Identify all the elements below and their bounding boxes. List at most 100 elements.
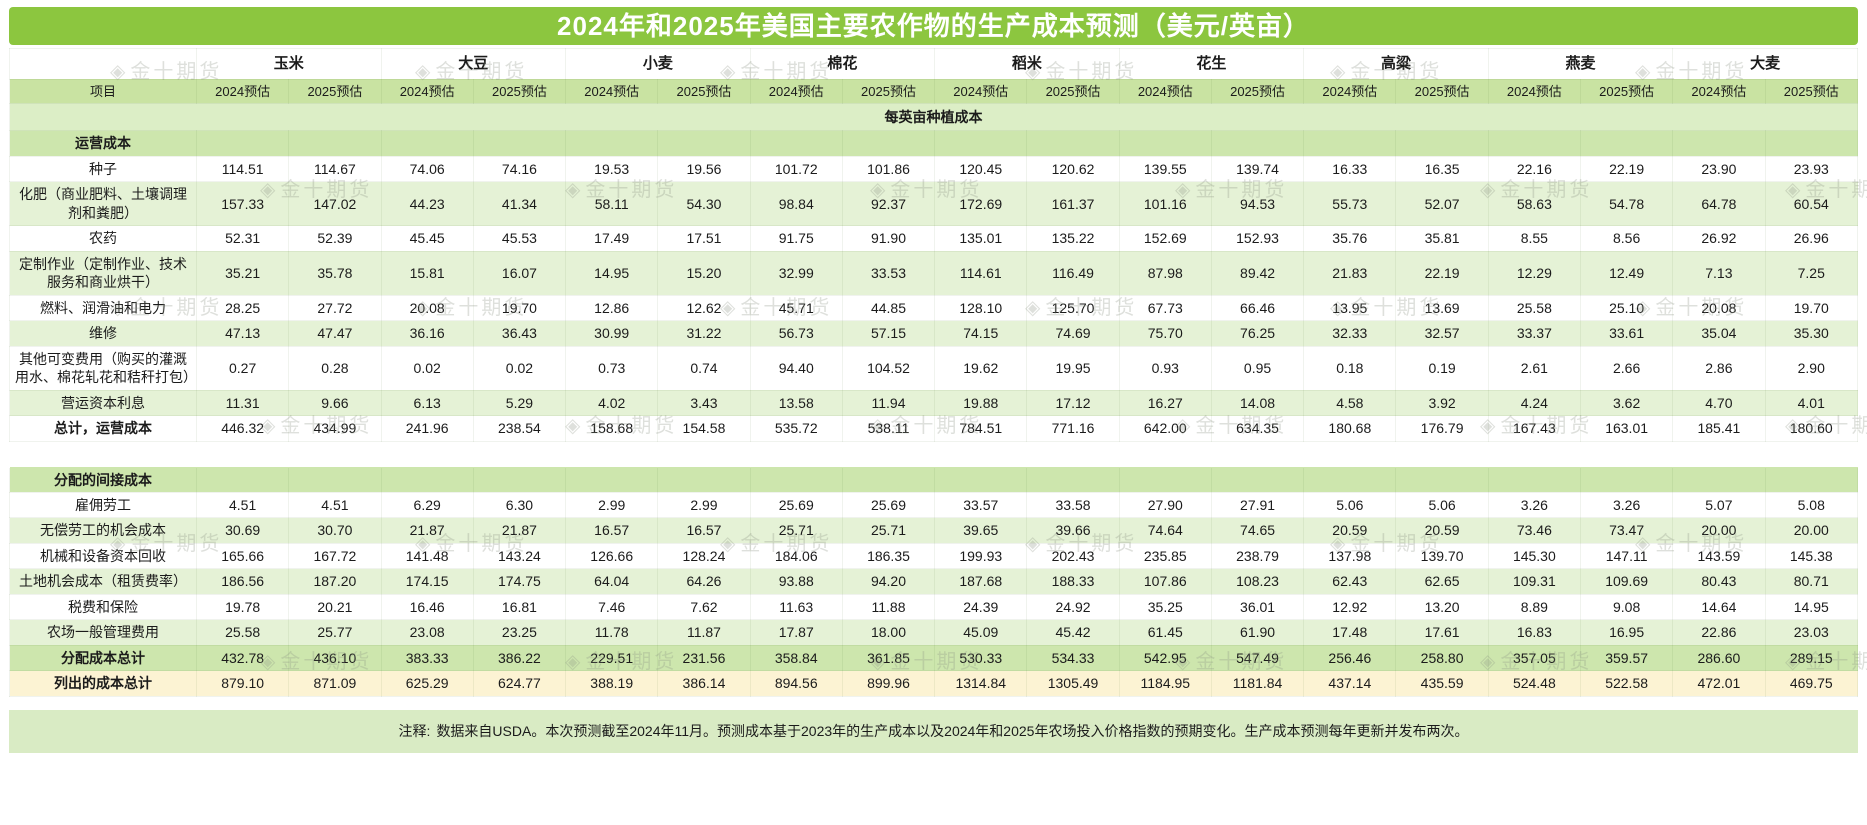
value-cell: 73.47 (1579, 517, 1674, 544)
value-cell: 32.57 (1395, 320, 1489, 347)
page-title: 2024年和2025年美国主要农作物的生产成本预测（美元/英亩） (9, 7, 1858, 45)
value-cell: 19.95 (1026, 345, 1120, 391)
value-cell: 3.92 (1395, 389, 1489, 417)
empty-cell (1303, 130, 1397, 157)
value-cell: 128.10 (934, 294, 1028, 322)
value-cell: 2.61 (1487, 345, 1581, 391)
value-cell: 22.86 (1672, 619, 1766, 646)
table-row: 分配的间接成本 (9, 466, 1859, 493)
value-cell: 44.85 (841, 294, 936, 322)
value-cell: 187.20 (288, 568, 382, 595)
value-cell: 25.10 (1579, 294, 1674, 322)
value-cell: 39.66 (1026, 517, 1120, 544)
table-row: 分配成本总计 432.78 436.10 383.33 386.22 229.51 231.… (9, 644, 1859, 672)
value-cell: 74.16 (472, 155, 567, 183)
value-cell: 0.02 (380, 345, 474, 391)
crop-header-row: 玉米 大豆 小麦 棉花 稻米 花生 高粱 燕麦 大麦 (9, 48, 1858, 80)
value-cell: 30.70 (288, 517, 382, 544)
empty-cell (288, 466, 382, 493)
value-cell: 74.06 (380, 155, 474, 183)
value-cell: 13.58 (749, 389, 843, 417)
value-cell: 0.95 (1210, 345, 1305, 391)
empty-cell (1395, 130, 1489, 157)
value-cell: 358.84 (749, 644, 843, 672)
value-cell: 120.62 (1026, 155, 1120, 183)
value-cell: 23.93 (1764, 155, 1859, 183)
value-cell: 16.81 (472, 593, 567, 621)
value-cell: 27.72 (288, 294, 382, 322)
value-cell: 435.59 (1395, 670, 1489, 697)
value-cell: 25.58 (195, 619, 290, 646)
value-cell: 235.85 (1118, 542, 1212, 570)
value-cell: 74.65 (1210, 517, 1305, 544)
empty-cell (1395, 466, 1489, 493)
value-cell: 139.74 (1210, 155, 1305, 183)
value-cell: 0.27 (195, 345, 290, 391)
empty-cell (380, 466, 474, 493)
value-cell: 12.92 (1303, 593, 1397, 621)
empty-cell (1579, 466, 1674, 493)
value-cell: 128.24 (657, 542, 751, 570)
table-row: 农药 52.31 52.39 45.45 45.53 17.49 17.51 91.75 91.… (9, 225, 1859, 252)
value-cell: 23.25 (472, 619, 567, 646)
value-cell: 16.33 (1303, 155, 1397, 183)
value-cell: 7.13 (1672, 250, 1766, 296)
value-cell: 624.77 (472, 670, 567, 697)
row-label: 种子 (9, 155, 197, 183)
empty-cell (1764, 466, 1859, 493)
value-cell: 104.52 (841, 345, 936, 391)
empty-cell (1026, 466, 1120, 493)
value-cell: 289.15 (1764, 644, 1859, 672)
value-cell: 871.09 (288, 670, 382, 697)
value-cell: 4.01 (1764, 389, 1859, 417)
year-header: 2025预估 (1764, 78, 1859, 104)
value-cell: 771.16 (1026, 415, 1120, 442)
value-cell: 167.43 (1487, 415, 1581, 442)
row-label: 农药 (9, 225, 197, 252)
table-row: 种子 114.51 114.67 74.06 74.16 19.53 19.56 101.72… (9, 155, 1859, 183)
value-cell: 16.46 (380, 593, 474, 621)
value-cell: 4.70 (1672, 389, 1766, 417)
value-cell: 27.91 (1210, 491, 1305, 519)
value-cell: 17.87 (749, 619, 843, 646)
empty-cell (565, 130, 659, 157)
value-cell: 14.08 (1210, 389, 1305, 417)
value-cell: 24.39 (934, 593, 1028, 621)
value-cell: 47.13 (195, 320, 290, 347)
value-cell: 143.59 (1672, 542, 1766, 570)
value-cell: 147.02 (288, 181, 382, 227)
year-header: 2024预估 (749, 78, 843, 104)
value-cell: 126.66 (565, 542, 659, 570)
value-cell: 16.57 (565, 517, 659, 544)
value-cell: 25.58 (1487, 294, 1581, 322)
row-label: 营运资本利息 (9, 389, 197, 417)
value-cell: 27.90 (1118, 491, 1212, 519)
value-cell: 187.68 (934, 568, 1028, 595)
value-cell: 258.80 (1395, 644, 1489, 672)
value-cell: 16.27 (1118, 389, 1212, 417)
value-cell: 89.42 (1210, 250, 1305, 296)
value-cell: 19.62 (934, 345, 1028, 391)
value-cell: 17.12 (1026, 389, 1120, 417)
value-cell: 36.16 (380, 320, 474, 347)
value-cell: 74.69 (1026, 320, 1120, 347)
empty-cell (195, 466, 290, 493)
value-cell: 6.30 (472, 491, 567, 519)
value-cell: 238.79 (1210, 542, 1305, 570)
value-cell: 73.46 (1487, 517, 1581, 544)
row-label: 燃料、润滑油和电力 (9, 294, 197, 322)
value-cell: 8.55 (1487, 225, 1581, 252)
value-cell: 152.69 (1118, 225, 1212, 252)
table-row: 其他可变费用（购买的灌溉用水、棉花轧花和秸秆打包） 0.27 0.28 0.02 0.0… (9, 345, 1859, 391)
value-cell: 642.00 (1118, 415, 1212, 442)
value-cell: 17.49 (565, 225, 659, 252)
value-cell: 45.71 (749, 294, 843, 322)
value-cell: 9.08 (1579, 593, 1674, 621)
value-cell: 23.90 (1672, 155, 1766, 183)
value-cell: 36.01 (1210, 593, 1305, 621)
value-cell: 161.37 (1026, 181, 1120, 227)
year-header: 2024预估 (195, 78, 290, 104)
cost-table: 玉米 大豆 小麦 棉花 稻米 花生 高粱 燕麦 大麦 项目 2024预估 2025预估 2024预估 20… (9, 48, 1859, 697)
value-cell: 524.48 (1487, 670, 1581, 697)
table-row (9, 441, 1858, 468)
